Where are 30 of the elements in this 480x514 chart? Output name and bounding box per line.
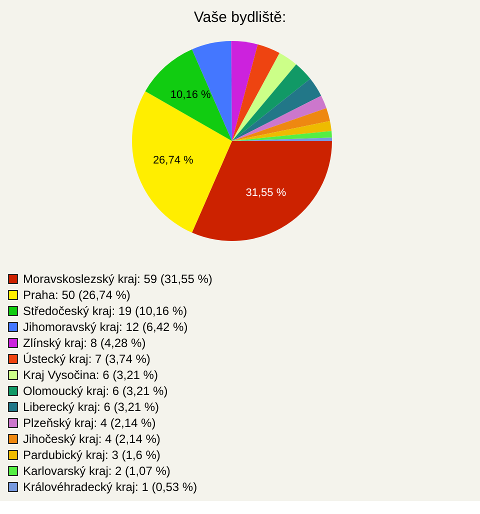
legend-label: Liberecký kraj: 6 (3,21 %) (23, 400, 160, 414)
data-label: 31,55 % (246, 186, 286, 199)
legend-label: Pardubický kraj: 3 (1,6 %) (23, 448, 160, 462)
pie-slice (232, 64, 310, 141)
pie-slice (232, 108, 330, 141)
pie-slice (232, 121, 332, 141)
legend-label: Ústecký kraj: 7 (3,74 %) (23, 352, 150, 366)
pie-slice (132, 91, 232, 233)
pie-slice (232, 53, 296, 141)
pie-slice (232, 130, 332, 141)
pie-slice (192, 141, 332, 241)
legend-label: Olomoucký kraj: 6 (3,21 %) (23, 384, 168, 398)
legend-label: Plzeňský kraj: 4 (2,14 %) (23, 416, 156, 430)
legend-label: Středočeský kraj: 19 (10,16 %) (23, 304, 188, 318)
pie-slice (145, 49, 232, 141)
legend-label: Kraj Vysočina: 6 (3,21 %) (23, 368, 158, 382)
legend-label: Praha: 50 (26,74 %) (23, 288, 130, 302)
legend-label: Zlínský kraj: 8 (4,28 %) (23, 336, 146, 350)
legend-label: Moravskoslezský kraj: 59 (31,55 %) (23, 272, 212, 286)
data-label: 26,74 % (152, 154, 194, 166)
pie-slice (232, 96, 326, 141)
data-label: 10,16 % (170, 88, 212, 101)
legend-label: Královéhradecký kraj: 1 (0,53 %) (23, 480, 198, 494)
chart-title: Vaše bydliště: (194, 9, 286, 26)
pie-slice (231, 41, 258, 141)
legend-label: Karlovarský kraj: 2 (1,07 %) (23, 464, 170, 478)
pie-slice (232, 44, 280, 141)
pie-slice (232, 78, 322, 141)
legend-label: Jihočeský kraj: 4 (2,14 %) (23, 432, 160, 446)
legend-label: Jihomoravský kraj: 12 (6,42 %) (23, 320, 188, 334)
